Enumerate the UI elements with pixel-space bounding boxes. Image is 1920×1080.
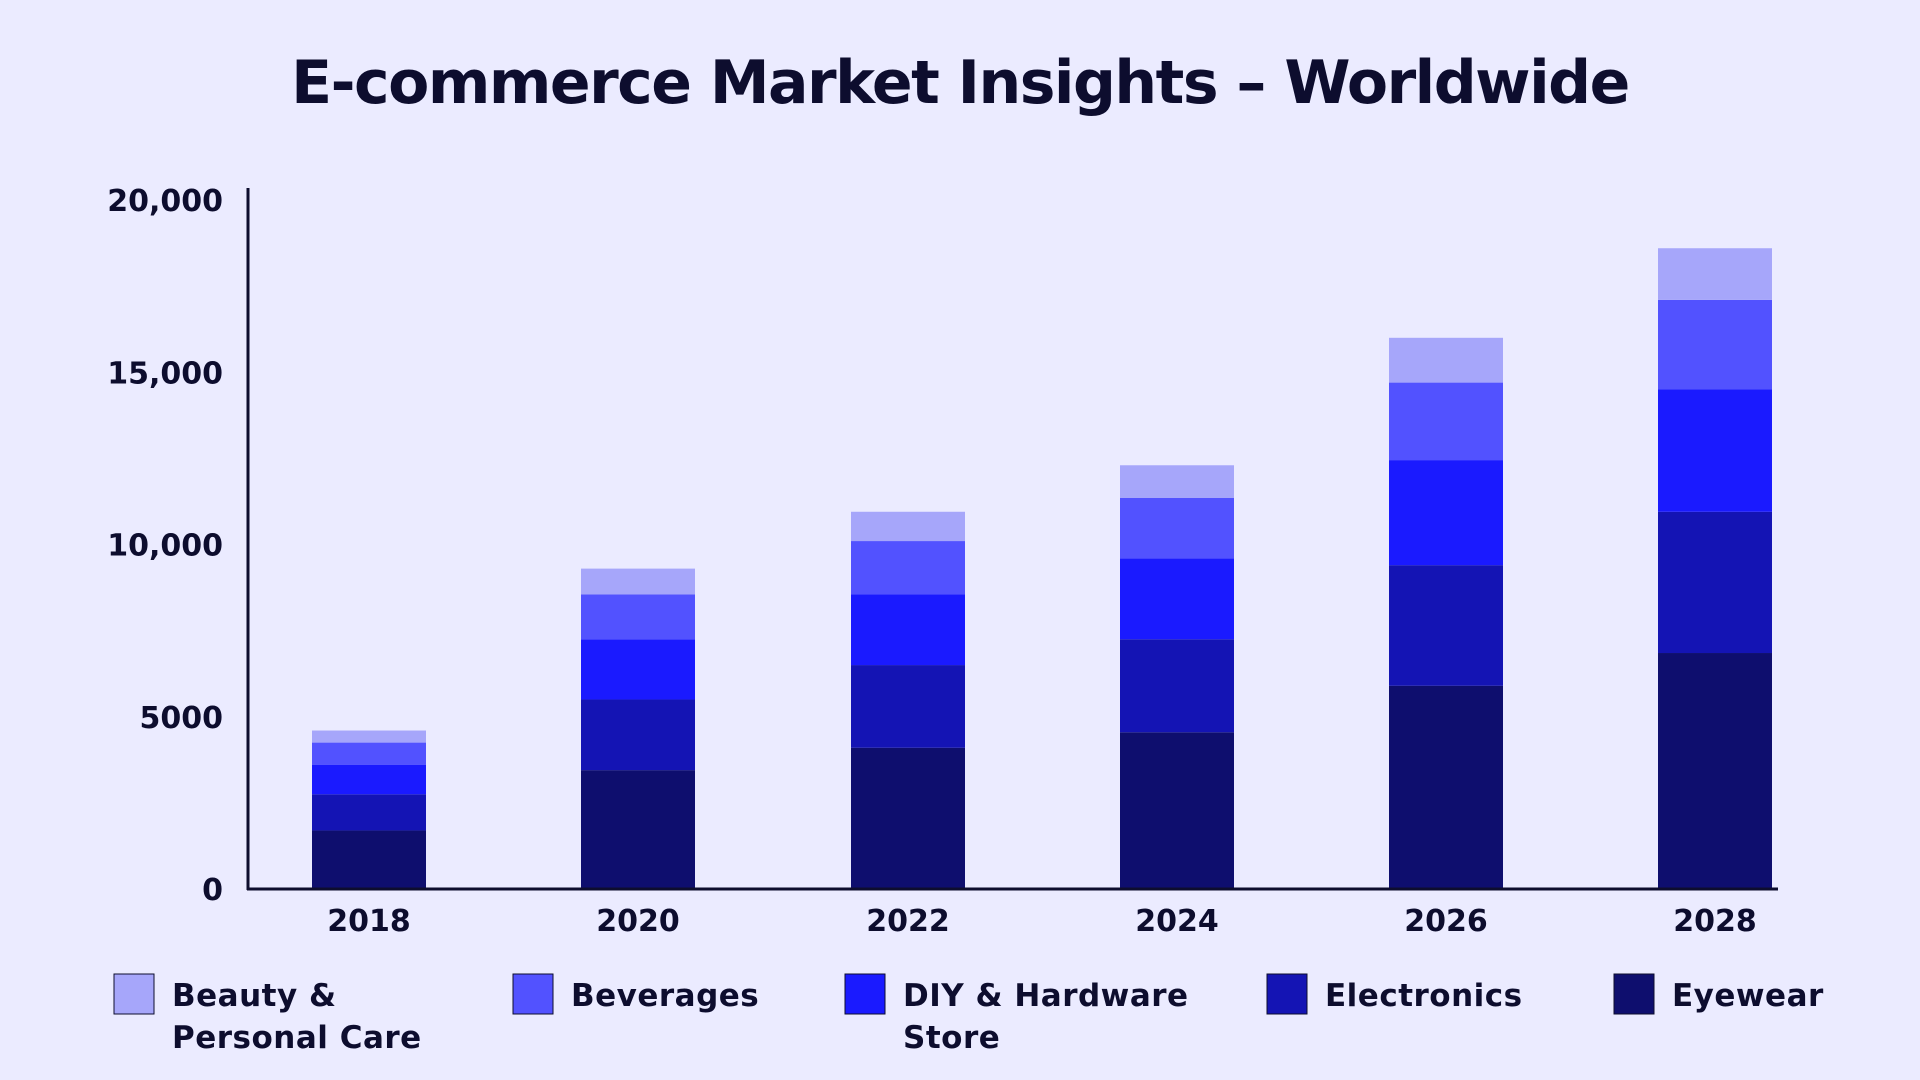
- legend-item: Beauty & Personal Care: [113, 973, 422, 1056]
- bar-2022-beauty-personal-care: [851, 511, 965, 542]
- legend-item: Electronics: [1266, 973, 1523, 1015]
- bar-2018-electronics: [312, 794, 426, 831]
- bar-2020-diy-hardware-store: [581, 639, 695, 700]
- bar-2020-electronics: [581, 699, 695, 771]
- x-tick-label: 2020: [596, 904, 680, 939]
- legend-item: DIY & Hardware Store: [844, 973, 1189, 1056]
- bar-2026-beauty-personal-care: [1389, 337, 1503, 383]
- legend-item: Beverages: [512, 973, 759, 1015]
- y-tick-label: 15,000: [107, 356, 223, 391]
- bar-2024-electronics: [1120, 639, 1234, 733]
- bar-2026-electronics: [1389, 565, 1503, 686]
- x-tick-label: 2022: [866, 904, 950, 939]
- x-tick-label: 2024: [1135, 904, 1219, 939]
- bar-2026-eyewear: [1389, 685, 1503, 889]
- y-tick-label: 20,000: [107, 184, 223, 219]
- legend-label: Eyewear: [1672, 978, 1824, 1014]
- legend-label: Electronics: [1325, 978, 1523, 1014]
- legend-label: Personal Care: [172, 1020, 422, 1056]
- y-tick-labels: 0 5000 10,000 15,000 20,000: [107, 184, 223, 908]
- bar-2022-beverages: [851, 541, 965, 595]
- bar-2028-beauty-personal-care: [1658, 248, 1772, 300]
- chart-title: E-commerce Market Insights – Worldwide: [291, 48, 1629, 118]
- bar-2028-eyewear: [1658, 653, 1772, 889]
- bar-2024-beverages: [1120, 497, 1234, 559]
- bar-2024-diy-hardware-store: [1120, 558, 1234, 640]
- legend-item: Eyewear: [1613, 973, 1824, 1015]
- legend-label: DIY & Hardware: [903, 978, 1189, 1014]
- y-tick-label: 5000: [140, 701, 224, 736]
- x-tick-label: 2026: [1404, 904, 1488, 939]
- bar-2018-beverages: [312, 742, 426, 765]
- bar-2022-diy-hardware-store: [851, 594, 965, 666]
- bar-2018-eyewear: [312, 830, 426, 889]
- bar-2018-diy-hardware-store: [312, 764, 426, 795]
- x-tick-label: 2028: [1673, 904, 1757, 939]
- y-tick-label: 0: [202, 873, 223, 908]
- bar-2020-beauty-personal-care: [581, 568, 695, 595]
- bar-2028-electronics: [1658, 511, 1772, 654]
- bar-2028-diy-hardware-store: [1658, 389, 1772, 512]
- legend-label: Beauty &: [172, 978, 337, 1014]
- legend-swatch: [1266, 973, 1308, 1015]
- legend-swatch: [113, 973, 155, 1015]
- y-tick-label: 10,000: [107, 529, 223, 564]
- x-tick-labels: 2018 2020 2022 2024 2026 2028: [327, 904, 1757, 939]
- bar-2020-eyewear: [581, 770, 695, 889]
- bar-2018-beauty-personal-care: [312, 730, 426, 743]
- bar-2024-eyewear: [1120, 732, 1234, 889]
- bar-2028-beverages: [1658, 299, 1772, 390]
- bar-2026-beverages: [1389, 382, 1503, 461]
- legend-label: Store: [903, 1020, 1000, 1056]
- bars-group: [312, 248, 1772, 889]
- bar-2026-diy-hardware-store: [1389, 460, 1503, 566]
- legend-label: Beverages: [571, 978, 759, 1014]
- x-tick-label: 2018: [327, 904, 411, 939]
- legend: Beauty & Personal Care Beverages DIY & Hard…: [113, 973, 1824, 1056]
- legend-swatch: [844, 973, 886, 1015]
- bar-2020-beverages: [581, 594, 695, 640]
- bar-2022-eyewear: [851, 747, 965, 889]
- legend-swatch: [1613, 973, 1655, 1015]
- bar-2022-electronics: [851, 665, 965, 748]
- legend-swatch: [512, 973, 554, 1015]
- bar-2024-beauty-personal-care: [1120, 465, 1234, 498]
